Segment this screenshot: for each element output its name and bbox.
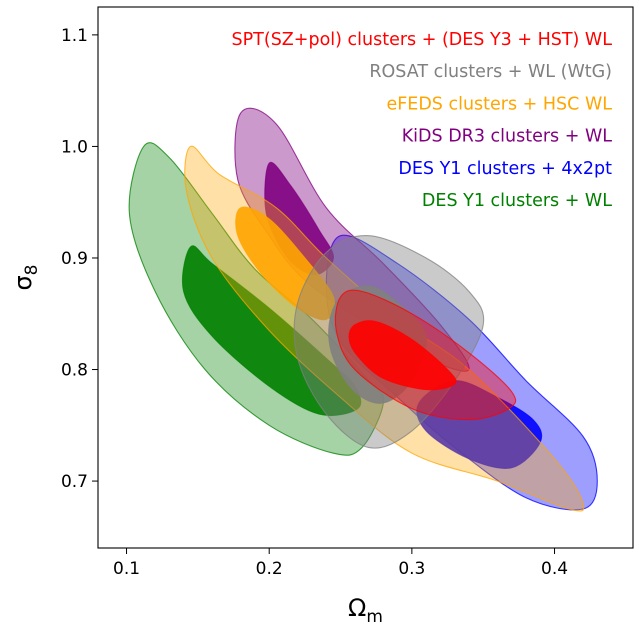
contour-68-des-y1-clusters-wl bbox=[181, 245, 362, 417]
x-tick-label: 0.3 bbox=[398, 559, 425, 579]
legend-entry: KiDS DR3 clusters + WL bbox=[402, 127, 613, 147]
y-tick-label: 1.0 bbox=[61, 137, 88, 157]
y-axis-ticks: 0.7 0.8 0.9 1.0 1.1 bbox=[61, 26, 98, 492]
contour-layer bbox=[128, 107, 598, 512]
axes-frame bbox=[97, 6, 634, 549]
series-des-y1-clusters-wl bbox=[128, 142, 385, 456]
series-spt-sz-pol-clusters-des-y3-hst-wl bbox=[334, 289, 517, 421]
legend-entry: SPT(SZ+pol) clusters + (DES Y3 + HST) WL bbox=[232, 30, 613, 50]
y-tick-label: 0.9 bbox=[61, 249, 88, 269]
y-tick-label: 1.1 bbox=[61, 26, 88, 46]
x-tick-label: 0.1 bbox=[113, 559, 140, 579]
y-tick-label: 0.7 bbox=[61, 472, 88, 492]
legend-entry: eFEDS clusters + HSC WL bbox=[386, 94, 612, 114]
legend-entry: DES Y1 clusters + WL bbox=[422, 191, 612, 211]
x-tick-label: 0.2 bbox=[256, 559, 283, 579]
x-tick-label: 0.4 bbox=[541, 559, 568, 579]
legend-entry: DES Y1 clusters + 4x2pt bbox=[398, 159, 612, 179]
contour-68-spt-sz-pol-clusters-des-y3-hst-wl bbox=[348, 320, 457, 391]
contour-68-efeds-clusters-hsc-wl bbox=[235, 206, 336, 321]
x-axis-label: Ωm bbox=[348, 594, 383, 626]
y-tick-label: 0.8 bbox=[61, 361, 88, 381]
x-axis-ticks: 0.1 0.2 0.3 0.4 bbox=[113, 548, 568, 579]
legend: SPT(SZ+pol) clusters + (DES Y3 + HST) WL… bbox=[232, 30, 613, 211]
legend-entry: ROSAT clusters + WL (WtG) bbox=[369, 62, 612, 82]
y-axis-label: σ8 bbox=[9, 264, 42, 290]
